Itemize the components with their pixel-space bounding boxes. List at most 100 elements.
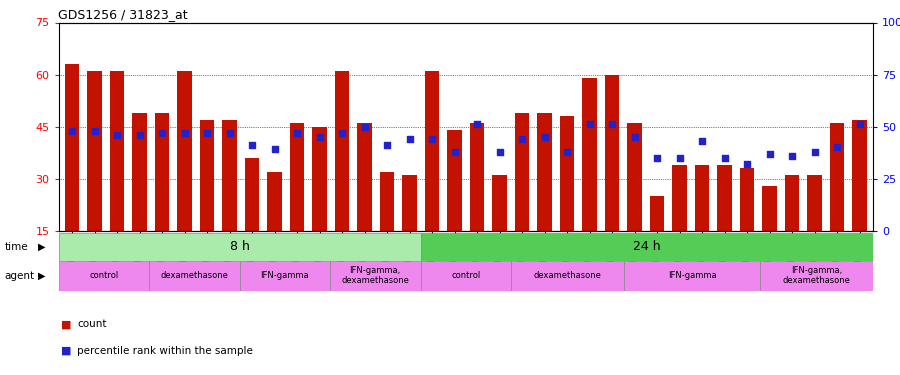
Bar	[380, 172, 394, 231]
Bar	[239, 261, 330, 291]
Point	[110, 132, 124, 138]
Point	[402, 136, 417, 142]
Bar	[695, 165, 709, 231]
Text: ▶: ▶	[38, 242, 45, 252]
Text: count: count	[77, 320, 107, 329]
Bar	[830, 123, 844, 231]
Point	[740, 161, 754, 167]
Bar	[650, 196, 664, 231]
Bar	[357, 123, 372, 231]
Point	[492, 148, 507, 154]
Point	[582, 122, 597, 128]
Text: agent: agent	[4, 271, 34, 280]
Point	[605, 122, 619, 128]
Point	[425, 136, 439, 142]
Point	[807, 148, 822, 154]
Text: 8 h: 8 h	[230, 240, 249, 253]
Bar	[132, 112, 147, 231]
Bar	[785, 175, 799, 231]
Bar	[58, 261, 149, 291]
Bar	[402, 175, 417, 231]
Point	[200, 130, 214, 136]
Bar	[58, 232, 420, 261]
Text: ▶: ▶	[38, 271, 45, 280]
Point	[155, 130, 169, 136]
Bar	[312, 127, 327, 231]
Bar	[200, 120, 214, 231]
Point	[335, 130, 349, 136]
Text: IFN-gamma,
dexamethasone: IFN-gamma, dexamethasone	[782, 266, 850, 285]
Bar	[470, 123, 484, 231]
Bar	[290, 123, 304, 231]
Bar	[582, 78, 597, 231]
Bar	[425, 71, 439, 231]
Text: percentile rank within the sample: percentile rank within the sample	[77, 346, 253, 355]
Point	[717, 155, 732, 161]
Bar	[672, 165, 687, 231]
Bar	[762, 186, 777, 231]
Bar	[740, 168, 754, 231]
Bar	[560, 116, 574, 231]
Bar	[335, 71, 349, 231]
Bar	[627, 123, 642, 231]
Point	[222, 130, 237, 136]
Bar	[760, 261, 873, 291]
Bar	[149, 261, 239, 291]
Bar	[222, 120, 237, 231]
Text: time: time	[4, 242, 28, 252]
Bar	[65, 64, 79, 231]
Point	[785, 153, 799, 159]
Point	[672, 155, 687, 161]
Text: IFN-gamma: IFN-gamma	[260, 271, 309, 280]
Bar	[267, 172, 282, 231]
Point	[447, 148, 462, 154]
Point	[380, 142, 394, 148]
Bar	[420, 261, 511, 291]
Point	[312, 134, 327, 140]
Text: 24 h: 24 h	[633, 240, 661, 253]
Text: GDS1256 / 31823_at: GDS1256 / 31823_at	[58, 8, 188, 21]
Point	[537, 134, 552, 140]
Bar	[420, 232, 873, 261]
Bar	[155, 112, 169, 231]
Text: IFN-gamma,
dexamethasone: IFN-gamma, dexamethasone	[341, 266, 410, 285]
Point	[650, 155, 664, 161]
Text: ■: ■	[61, 346, 72, 355]
Point	[695, 138, 709, 144]
Point	[470, 122, 484, 128]
Bar	[330, 261, 420, 291]
Point	[132, 132, 147, 138]
Text: IFN-gamma: IFN-gamma	[668, 271, 716, 280]
Bar	[87, 71, 102, 231]
Bar	[447, 130, 462, 231]
Point	[627, 134, 642, 140]
Bar	[110, 71, 124, 231]
Text: control: control	[451, 271, 481, 280]
Bar	[624, 261, 760, 291]
Point	[560, 148, 574, 154]
Bar	[852, 120, 867, 231]
Bar	[515, 112, 529, 231]
Bar	[807, 175, 822, 231]
Bar	[537, 112, 552, 231]
Point	[515, 136, 529, 142]
Point	[87, 128, 102, 134]
Point	[830, 144, 844, 150]
Point	[65, 128, 79, 134]
Bar	[177, 71, 192, 231]
Bar	[717, 165, 732, 231]
Point	[762, 151, 777, 157]
Point	[267, 147, 282, 153]
Text: control: control	[89, 271, 119, 280]
Point	[357, 124, 372, 130]
Text: dexamethasone: dexamethasone	[534, 271, 601, 280]
Point	[290, 130, 304, 136]
Bar	[511, 261, 624, 291]
Bar	[605, 75, 619, 231]
Point	[177, 130, 192, 136]
Bar	[492, 175, 507, 231]
Text: ■: ■	[61, 320, 72, 329]
Bar	[245, 158, 259, 231]
Point	[245, 142, 259, 148]
Point	[852, 122, 867, 128]
